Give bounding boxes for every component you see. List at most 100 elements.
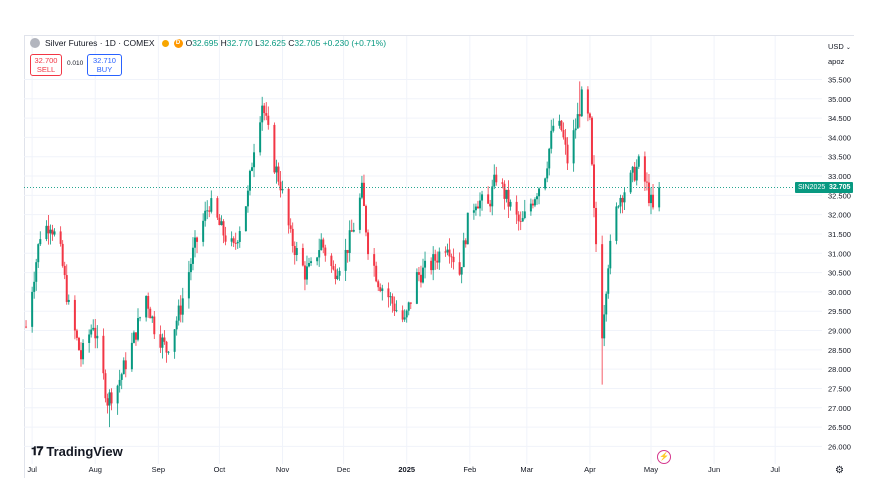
x-tick-label: Jul bbox=[27, 465, 37, 474]
candle-body bbox=[417, 272, 420, 275]
candle-body bbox=[253, 152, 256, 168]
candle-body bbox=[544, 178, 547, 189]
candle-body bbox=[301, 248, 304, 266]
candle-body bbox=[161, 337, 164, 348]
y-tick-label: 33.500 bbox=[828, 153, 851, 162]
candle-body bbox=[580, 89, 583, 117]
gear-icon[interactable]: ⚙ bbox=[835, 465, 844, 476]
candle-body bbox=[389, 296, 392, 298]
candle-body bbox=[96, 335, 99, 339]
candle-body bbox=[261, 105, 264, 123]
candle-body bbox=[248, 170, 251, 191]
candle-body bbox=[293, 245, 296, 256]
sell-button[interactable]: 32.700 SELL bbox=[30, 54, 62, 76]
bolt-icon[interactable]: ⚡ bbox=[657, 450, 671, 464]
candle-body bbox=[578, 114, 581, 117]
data-badge[interactable]: D bbox=[173, 38, 183, 48]
candle-body bbox=[387, 288, 390, 298]
tradingview-logo[interactable]: 𝟏𝟕 TradingView bbox=[31, 444, 123, 459]
candle-body bbox=[265, 113, 268, 116]
candle-body bbox=[491, 186, 494, 207]
candle-body bbox=[134, 332, 137, 340]
candle-body bbox=[31, 291, 34, 327]
candle-body bbox=[379, 287, 382, 292]
candle-body bbox=[365, 205, 367, 233]
candle-body bbox=[189, 263, 192, 273]
y-tick-label: 29.000 bbox=[828, 327, 851, 336]
candle-body bbox=[206, 210, 209, 212]
candle-body bbox=[65, 275, 68, 302]
candle-body bbox=[151, 316, 154, 319]
candle-body bbox=[124, 360, 127, 370]
x-tick-label: Apr bbox=[584, 465, 596, 474]
open-label: O bbox=[185, 38, 193, 48]
candle-body bbox=[415, 272, 418, 304]
candle-body bbox=[305, 266, 308, 280]
candle-body bbox=[637, 156, 640, 167]
candle-body bbox=[303, 265, 306, 280]
candle-body bbox=[177, 305, 180, 321]
candle-body bbox=[51, 229, 54, 235]
candle-body bbox=[531, 203, 534, 206]
x-tick-label: Nov bbox=[276, 465, 290, 474]
candle-body bbox=[94, 327, 97, 339]
high-label: H bbox=[220, 38, 227, 48]
x-tick-label: Feb bbox=[463, 465, 476, 474]
scale-label[interactable]: apoz bbox=[828, 57, 845, 66]
candle-body bbox=[586, 89, 589, 114]
candle-body bbox=[88, 334, 91, 343]
candle-body bbox=[643, 156, 646, 182]
candle-body bbox=[373, 254, 376, 266]
ohlc-values: O32.695 H32.770 L32.625 C32.705 +0.230 (… bbox=[186, 38, 386, 48]
x-tick-label: 2025 bbox=[398, 465, 415, 474]
candle-body bbox=[232, 238, 235, 244]
chevron-down-icon: ⌄ bbox=[845, 45, 851, 51]
currency-label: USD bbox=[828, 42, 844, 51]
close-label: C bbox=[288, 38, 295, 48]
candle-body bbox=[538, 188, 541, 197]
candle-body bbox=[147, 295, 150, 309]
last-price-symbol-tag: SIN2025 bbox=[795, 182, 829, 193]
low-value: 32.625 bbox=[259, 38, 286, 48]
y-tick-label: 27.000 bbox=[828, 404, 851, 413]
candle-body bbox=[194, 237, 196, 248]
candle-body bbox=[222, 221, 225, 236]
candle-body bbox=[509, 201, 512, 207]
candle-body bbox=[153, 316, 156, 335]
high-value: 32.770 bbox=[226, 38, 253, 48]
candle-body bbox=[564, 137, 567, 145]
candle-body bbox=[49, 229, 52, 234]
candle-body bbox=[191, 247, 194, 264]
candle-body bbox=[281, 188, 284, 191]
buy-button[interactable]: 32.710 BUY bbox=[87, 54, 122, 76]
candle-body bbox=[493, 174, 496, 187]
candle-body bbox=[234, 243, 237, 244]
candle-body bbox=[450, 256, 453, 258]
candle-body bbox=[576, 114, 579, 129]
candle-body bbox=[358, 197, 361, 230]
candle-body bbox=[263, 105, 266, 114]
candle-body bbox=[316, 257, 319, 262]
candle-body bbox=[472, 210, 475, 213]
candle-body bbox=[633, 166, 636, 181]
currency-selector[interactable]: USD ⌄ bbox=[828, 42, 851, 51]
candle-body bbox=[430, 260, 433, 271]
candle-body bbox=[481, 194, 484, 201]
candle-body bbox=[47, 225, 50, 234]
candle-body bbox=[503, 183, 506, 199]
candle-body bbox=[33, 281, 36, 292]
candle-body bbox=[175, 320, 178, 330]
candle-body bbox=[391, 296, 394, 304]
candle-body bbox=[536, 196, 538, 200]
candle-body bbox=[348, 230, 351, 253]
candle-body bbox=[137, 318, 139, 340]
candle-body bbox=[434, 254, 437, 261]
candle-body bbox=[647, 182, 650, 204]
symbol-title[interactable]: Silver Futures · 1D · COMEX bbox=[45, 38, 155, 48]
y-tick-label: 28.500 bbox=[828, 346, 851, 355]
candle-body bbox=[224, 235, 227, 242]
candle-body bbox=[167, 351, 170, 353]
candle-body bbox=[558, 120, 561, 126]
candle-body bbox=[377, 281, 380, 288]
